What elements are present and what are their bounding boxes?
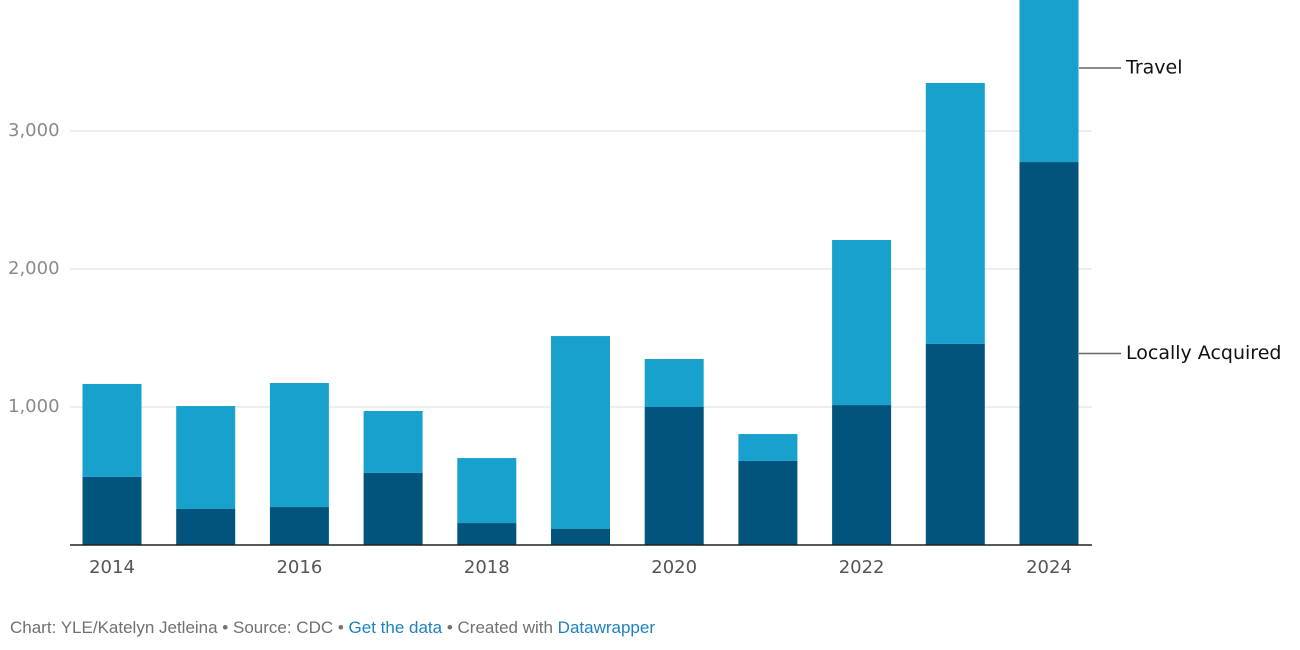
- tool-link[interactable]: Datawrapper: [557, 618, 655, 637]
- bar-segment: [269, 382, 329, 508]
- x-tick-label: 2016: [276, 557, 322, 578]
- bar-segment: [644, 407, 704, 545]
- y-tick-label: 3,000: [8, 120, 60, 141]
- data-link[interactable]: Get the data: [348, 618, 443, 637]
- x-tick-label: 2022: [839, 557, 885, 578]
- y-tick-label: 4,000: [8, 0, 60, 3]
- x-tick-label: 2018: [464, 557, 510, 578]
- legend-label: Locally Acquired: [1126, 342, 1281, 364]
- footer: Chart: YLE/Katelyn Jetleina • Source: CD…: [10, 618, 655, 638]
- separator: • Created with: [442, 618, 558, 637]
- y-tick-label: 1,000: [8, 396, 60, 417]
- y-tick-label: 2,000: [8, 258, 60, 279]
- bar-segment: [832, 240, 892, 406]
- bar-segment: [176, 406, 236, 509]
- bar-segment: [738, 434, 798, 461]
- bar-segment: [363, 411, 423, 473]
- bar-segment: [551, 528, 610, 545]
- bar-segment: [457, 523, 517, 545]
- bar-segment: [925, 82, 985, 344]
- bar-segment: [82, 476, 142, 545]
- bar-segment: [644, 358, 704, 407]
- bar-segment: [832, 405, 892, 545]
- x-tick-label: 2020: [651, 557, 697, 578]
- bar-segment: [82, 383, 142, 477]
- x-tick-label: 2024: [1026, 557, 1072, 578]
- chart: 1,000 2,000 3,000 4,000 2014 2016 2018 2020 2022…: [8, 0, 1281, 578]
- legend-label: Travel: [1125, 57, 1182, 79]
- bar-segment: [925, 343, 985, 545]
- credit: Chart: YLE/Katelyn Jetleina • Source: CD…: [10, 618, 349, 637]
- bar-segment: [457, 458, 517, 524]
- bar-segment: [1019, 162, 1079, 546]
- bar-segment: [363, 472, 423, 545]
- bar-segment: [269, 507, 329, 545]
- bar-segment: [1019, 0, 1079, 163]
- bar-segment: [738, 460, 798, 545]
- x-tick-label: 2014: [89, 557, 135, 578]
- bar-segment: [176, 508, 236, 545]
- bar-segment: [551, 336, 610, 529]
